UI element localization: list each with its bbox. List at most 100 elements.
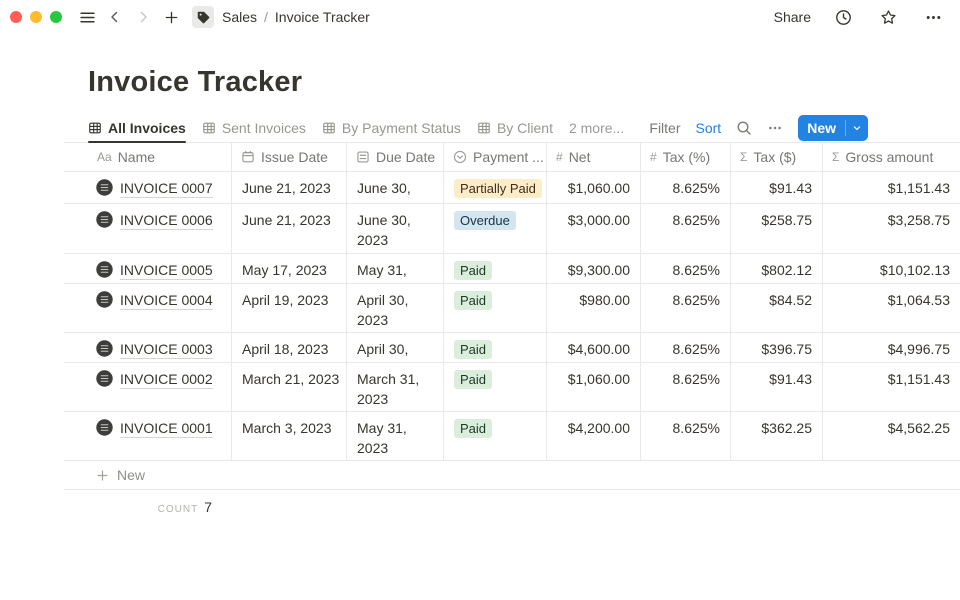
close-window-button[interactable] xyxy=(10,11,22,23)
invoice-name-cell[interactable]: INVOICE 0002 xyxy=(64,363,232,411)
invoice-link[interactable]: INVOICE 0004 xyxy=(120,292,213,310)
issue-date-cell[interactable]: April 19, 2023 xyxy=(232,284,347,332)
invoice-name-cell[interactable]: INVOICE 0001 xyxy=(64,412,232,460)
tax-percent-cell[interactable]: 8.625% xyxy=(641,363,731,411)
net-cell[interactable]: $1,060.00 xyxy=(547,172,641,203)
net-cell[interactable]: $980.00 xyxy=(547,284,641,332)
tax-dollar-cell[interactable]: $802.12 xyxy=(731,254,823,283)
due-date-cell[interactable]: May 31, 2023 xyxy=(347,412,444,460)
share-button[interactable]: Share xyxy=(773,9,811,25)
gross-amount-cell[interactable]: $1,064.53 xyxy=(823,284,960,332)
tax-dollar-cell[interactable]: $91.43 xyxy=(731,363,823,411)
due-date-cell[interactable]: June 30, 2023 xyxy=(347,204,444,253)
tax-percent-cell[interactable]: 8.625% xyxy=(641,412,731,460)
due-date-cell[interactable]: April 30, 2023 xyxy=(347,333,444,362)
issue-date-cell[interactable]: March 3, 2023 xyxy=(232,412,347,460)
gross-amount-cell[interactable]: $4,996.75 xyxy=(823,333,960,362)
payment-status-cell[interactable]: Partially Paid xyxy=(444,172,547,203)
issue-date-cell[interactable]: March 21, 2023 xyxy=(232,363,347,411)
tax-dollar-cell[interactable]: $91.43 xyxy=(731,172,823,203)
invoice-name-cell[interactable]: INVOICE 0003 xyxy=(64,333,232,362)
due-date-cell[interactable]: March 31, 2023 xyxy=(347,363,444,411)
payment-status-cell[interactable]: Paid xyxy=(444,284,547,332)
due-date-value: June 30, 2023 xyxy=(357,180,411,203)
tax-dollar-cell[interactable]: $258.75 xyxy=(731,204,823,253)
issue-date-cell[interactable]: May 17, 2023 xyxy=(232,254,347,283)
column-header-issue-date[interactable]: Issue Date xyxy=(232,143,347,171)
view-tab-sent-invoices[interactable]: Sent Invoices xyxy=(202,114,306,142)
column-header-payment[interactable]: Payment ... xyxy=(444,143,547,171)
net-cell[interactable]: $9,300.00 xyxy=(547,254,641,283)
count-row[interactable]: COUNT 7 xyxy=(64,490,232,517)
add-row-button[interactable]: New xyxy=(64,461,960,490)
issue-date-cell[interactable]: April 18, 2023 xyxy=(232,333,347,362)
net-cell[interactable]: $4,600.00 xyxy=(547,333,641,362)
new-record-button[interactable]: New xyxy=(798,115,868,141)
tax-percent-cell[interactable]: 8.625% xyxy=(641,284,731,332)
sort-button[interactable]: Sort xyxy=(695,120,722,136)
payment-status-cell[interactable]: Overdue xyxy=(444,204,547,253)
forward-icon[interactable] xyxy=(130,5,156,29)
invoice-name-cell[interactable]: INVOICE 0005 xyxy=(64,254,232,283)
gross-amount-cell[interactable]: $1,151.43 xyxy=(823,172,960,203)
due-date-cell[interactable]: May 31, 2023 xyxy=(347,254,444,283)
invoice-link[interactable]: INVOICE 0001 xyxy=(120,420,213,438)
favorite-star-icon[interactable] xyxy=(875,5,901,29)
history-clock-icon[interactable] xyxy=(830,5,856,29)
invoice-link[interactable]: INVOICE 0002 xyxy=(120,371,213,389)
tax-dollar-cell[interactable]: $396.75 xyxy=(731,333,823,362)
sidebar-toggle-icon[interactable] xyxy=(74,5,100,29)
issue-date-cell[interactable]: June 21, 2023 xyxy=(232,172,347,203)
more-options-icon[interactable] xyxy=(920,5,946,29)
invoice-link[interactable]: INVOICE 0007 xyxy=(120,180,213,198)
payment-status-cell[interactable]: Paid xyxy=(444,254,547,283)
invoice-link[interactable]: INVOICE 0006 xyxy=(120,212,213,230)
tax-percent-cell[interactable]: 8.625% xyxy=(641,204,731,253)
invoice-link[interactable]: INVOICE 0003 xyxy=(120,341,213,359)
view-tab-by-client[interactable]: By Client xyxy=(477,114,553,142)
invoice-name-cell[interactable]: INVOICE 0006 xyxy=(64,204,232,253)
due-date-cell[interactable]: June 30, 2023 xyxy=(347,172,444,203)
tax-dollar-cell[interactable]: $84.52 xyxy=(731,284,823,332)
gross-amount-cell[interactable]: $4,562.25 xyxy=(823,412,960,460)
column-header-tax[interactable]: # Tax (%) xyxy=(641,143,731,171)
view-settings-icon[interactable] xyxy=(767,120,783,136)
new-page-icon[interactable] xyxy=(158,5,184,29)
column-header-net[interactable]: # Net xyxy=(547,143,641,171)
gross-amount-value: $4,996.75 xyxy=(887,341,950,357)
filter-button[interactable]: Filter xyxy=(649,120,681,136)
column-header-name[interactable]: Aa Name xyxy=(64,143,232,171)
gross-amount-cell[interactable]: $1,151.43 xyxy=(823,363,960,411)
invoice-link[interactable]: INVOICE 0005 xyxy=(120,262,213,280)
back-icon[interactable] xyxy=(102,5,128,29)
tax-percent-cell[interactable]: 8.625% xyxy=(641,254,731,283)
zoom-window-button[interactable] xyxy=(50,11,62,23)
column-header-gross-amount[interactable]: Σ Gross amount xyxy=(823,143,960,171)
invoice-name-cell[interactable]: INVOICE 0004 xyxy=(64,284,232,332)
net-cell[interactable]: $4,200.00 xyxy=(547,412,641,460)
invoice-name-cell[interactable]: INVOICE 0007 xyxy=(64,172,232,203)
gross-amount-cell[interactable]: $10,102.13 xyxy=(823,254,960,283)
search-icon[interactable] xyxy=(736,120,752,136)
tax-dollar-cell[interactable]: $362.25 xyxy=(731,412,823,460)
database-view-bar: All Invoices Sent Invoices By Payment Stat… xyxy=(64,114,960,143)
minimize-window-button[interactable] xyxy=(30,11,42,23)
breadcrumb-page[interactable]: Invoice Tracker xyxy=(274,9,370,25)
gross-amount-cell[interactable]: $3,258.75 xyxy=(823,204,960,253)
tax-percent-cell[interactable]: 8.625% xyxy=(641,333,731,362)
due-date-cell[interactable]: April 30, 2023 xyxy=(347,284,444,332)
payment-status-cell[interactable]: Paid xyxy=(444,412,547,460)
breadcrumb-workspace[interactable]: Sales xyxy=(222,9,258,25)
view-tab-by-payment-status[interactable]: By Payment Status xyxy=(322,114,461,142)
column-header-tax[interactable]: Σ Tax ($) xyxy=(731,143,823,171)
column-header-due-date[interactable]: Due Date xyxy=(347,143,444,171)
tax-percent-cell[interactable]: 8.625% xyxy=(641,172,731,203)
chevron-down-icon[interactable] xyxy=(846,122,868,134)
payment-status-cell[interactable]: Paid xyxy=(444,333,547,362)
payment-status-cell[interactable]: Paid xyxy=(444,363,547,411)
net-cell[interactable]: $3,000.00 xyxy=(547,204,641,253)
more-views-button[interactable]: 2 more... xyxy=(568,120,625,136)
view-tab-all-invoices[interactable]: All Invoices xyxy=(88,114,186,143)
net-cell[interactable]: $1,060.00 xyxy=(547,363,641,411)
issue-date-cell[interactable]: June 21, 2023 xyxy=(232,204,347,253)
